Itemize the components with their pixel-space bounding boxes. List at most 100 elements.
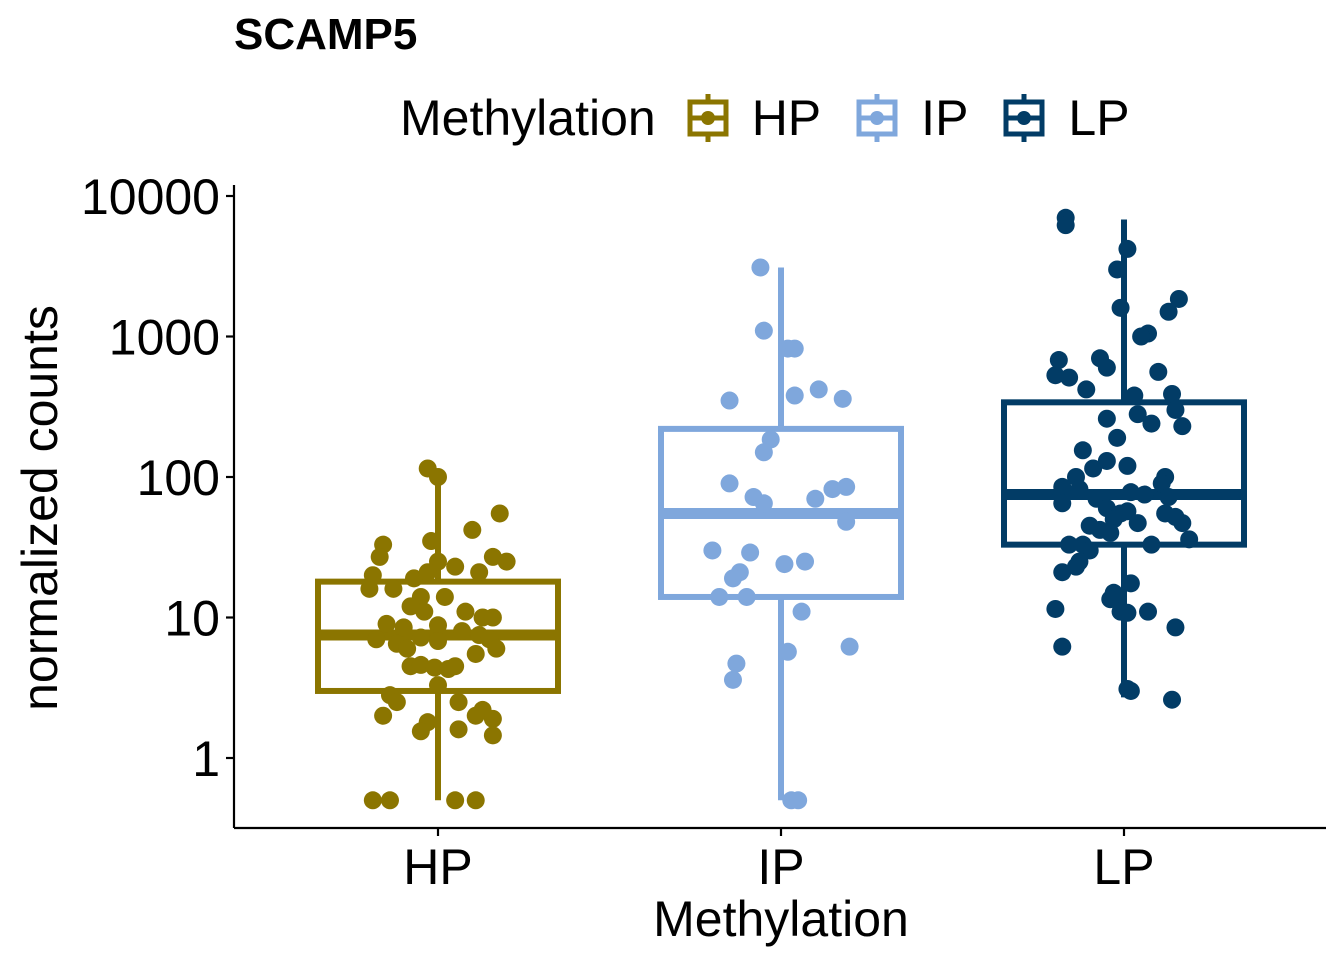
point-hp [429, 616, 447, 635]
point-lp [1159, 488, 1178, 507]
point-ip [775, 555, 794, 574]
point-lp [1049, 351, 1068, 370]
legend: Methylation HP IP LP [400, 88, 1160, 148]
legend-label-lp: LP [1068, 90, 1130, 146]
point-ip [720, 474, 739, 493]
point-lp [1121, 681, 1140, 700]
point-ip [737, 587, 756, 606]
point-hp [404, 569, 423, 588]
point-hp [425, 658, 444, 677]
y-axis-label: normalized counts [12, 305, 68, 711]
point-lp [1166, 618, 1185, 637]
point-lp [1101, 523, 1120, 542]
point-lp [1152, 474, 1171, 493]
point-ip [785, 339, 804, 358]
legend-key-point [1017, 111, 1032, 125]
point-lp [1097, 451, 1116, 470]
point-lp [1056, 216, 1075, 235]
point-hp [384, 579, 403, 598]
legend-label-ip: IP [921, 90, 969, 146]
point-hp [453, 622, 472, 641]
point-lp [1169, 289, 1188, 308]
point-hp [449, 720, 468, 739]
point-ip [792, 602, 811, 621]
x-tick-label: HP [403, 839, 472, 895]
point-lp [1101, 590, 1120, 609]
point-hp [449, 693, 468, 712]
point-hp [380, 791, 399, 810]
point-ip [720, 391, 739, 410]
point-ip [778, 642, 797, 661]
point-ip [837, 512, 856, 531]
point-ip [796, 552, 815, 571]
points-layer [360, 208, 1199, 810]
point-lp [1139, 602, 1158, 621]
point-lp [1118, 239, 1137, 258]
point-hp [411, 628, 430, 647]
point-ip [754, 321, 773, 340]
point-lp [1108, 428, 1127, 447]
point-lp [1118, 456, 1137, 475]
legend-key-point [870, 111, 885, 125]
point-lp [1128, 405, 1147, 424]
point-lp [1173, 514, 1192, 533]
point-hp [446, 557, 465, 576]
point-lp [1077, 380, 1096, 399]
point-hp [470, 563, 489, 582]
point-hp [363, 566, 382, 585]
point-lp [1060, 535, 1079, 554]
point-ip [840, 637, 859, 656]
y-tick-label: 10000 [81, 169, 220, 225]
point-lp [1121, 483, 1140, 502]
legend-item-lp: LP [998, 89, 1130, 147]
point-hp [394, 618, 413, 637]
point-lp [1149, 362, 1168, 381]
point-lp [1128, 514, 1147, 533]
point-hp [483, 709, 502, 728]
box-iqr [1001, 399, 1247, 548]
point-lp [1142, 535, 1161, 554]
point-ip [809, 380, 828, 399]
point-ip [823, 480, 842, 499]
point-hp [374, 706, 393, 725]
point-hp [435, 587, 454, 606]
x-tick-label: LP [1093, 839, 1154, 895]
point-lp [1108, 260, 1127, 279]
legend-item-ip: IP [851, 89, 968, 147]
point-hp [363, 791, 382, 810]
point-hp [367, 630, 386, 649]
point-ip [723, 569, 742, 588]
point-lp [1097, 358, 1116, 377]
point-lp [1159, 302, 1178, 321]
point-hp [466, 644, 485, 663]
point-lp [1066, 557, 1085, 576]
point-lp [1084, 459, 1103, 478]
point-lp [1163, 690, 1182, 709]
point-hp [401, 597, 420, 616]
point-lp [1060, 368, 1079, 387]
x-tick-label: IP [757, 839, 804, 895]
point-lp [1111, 298, 1130, 317]
point-hp [466, 706, 485, 725]
point-hp [466, 791, 485, 810]
point-hp [463, 520, 482, 539]
point-ip [837, 477, 856, 496]
point-ip [703, 541, 722, 560]
point-ip [785, 386, 804, 405]
legend-label-hp: HP [751, 90, 822, 146]
point-hp [497, 552, 516, 571]
point-ip [710, 587, 729, 606]
point-lp [1053, 637, 1072, 656]
legend-key-point [700, 111, 715, 125]
point-ip [789, 791, 808, 810]
point-lp [1132, 327, 1151, 346]
legend-item-hp: HP [682, 89, 821, 147]
point-ip [741, 543, 760, 562]
point-lp [1053, 563, 1072, 582]
point-hp [483, 547, 502, 566]
point-hp [483, 608, 502, 627]
point-hp [360, 579, 379, 598]
point-hp [387, 693, 406, 712]
y-tick-label: 1000 [109, 310, 220, 366]
point-lp [1046, 366, 1065, 385]
